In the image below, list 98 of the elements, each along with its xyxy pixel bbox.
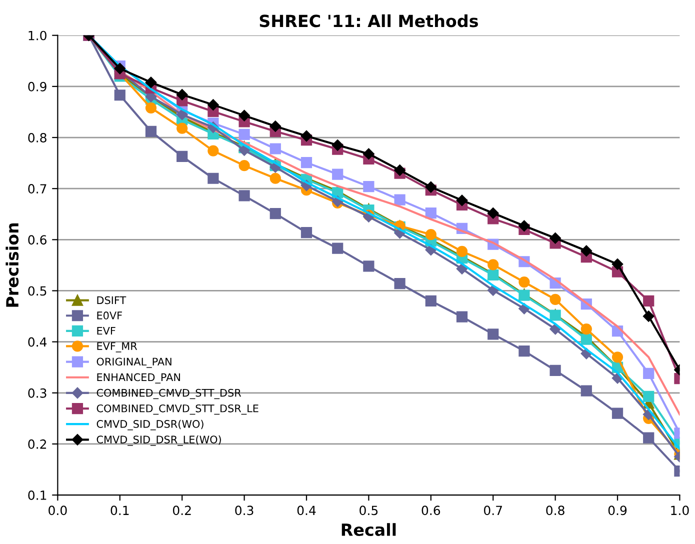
point xyxy=(643,310,654,322)
point xyxy=(456,194,468,206)
legend-label: EVF_MR xyxy=(97,342,138,352)
point xyxy=(208,145,219,156)
point xyxy=(425,295,436,307)
point xyxy=(456,263,468,274)
point xyxy=(300,156,312,168)
point xyxy=(643,390,654,402)
point xyxy=(518,345,530,357)
x-tick-label: 0.5 xyxy=(360,506,378,516)
point xyxy=(488,259,499,270)
point xyxy=(518,276,530,288)
x-tick-label: 0.4 xyxy=(297,506,316,516)
point xyxy=(332,242,344,254)
point xyxy=(425,181,437,193)
point xyxy=(487,284,499,296)
point xyxy=(238,144,250,156)
x-tick-label: 0.6 xyxy=(422,506,440,516)
legend-label: EVF xyxy=(97,326,116,335)
point xyxy=(612,352,624,363)
point xyxy=(550,232,561,244)
y-tick-label: 0.6 xyxy=(28,235,46,245)
y-tick-label: 0.7 xyxy=(28,184,46,194)
point xyxy=(394,164,406,176)
point xyxy=(208,172,219,184)
x-tick-label: 0.9 xyxy=(608,506,627,516)
point xyxy=(270,172,281,184)
point xyxy=(643,295,654,307)
x-tick-label: 0.2 xyxy=(172,506,191,516)
point xyxy=(270,143,281,154)
legend-label: COMBINED_CMVD_STT_DSR_LE xyxy=(96,404,258,415)
point xyxy=(238,160,250,172)
point xyxy=(363,148,374,160)
point xyxy=(550,364,561,376)
point xyxy=(425,208,436,219)
legend-label: ENHANCED_PAN xyxy=(97,373,180,384)
point xyxy=(394,194,406,206)
point xyxy=(643,368,654,380)
point xyxy=(643,432,654,444)
x-tick-label: 0.1 xyxy=(110,506,129,516)
point xyxy=(487,207,499,219)
point xyxy=(456,311,468,322)
point xyxy=(238,128,250,140)
point xyxy=(612,408,624,419)
x-tick-label: 0.8 xyxy=(546,506,564,516)
y-tick-label: 0.9 xyxy=(28,82,46,92)
point xyxy=(394,278,406,290)
y-axis-title: Precision xyxy=(6,223,19,307)
point xyxy=(612,258,624,270)
point xyxy=(332,140,344,151)
y-tick-label: 1.0 xyxy=(28,30,46,40)
point xyxy=(238,190,250,202)
legend-label: DSIFT xyxy=(97,296,126,304)
point xyxy=(363,260,374,272)
point xyxy=(332,168,344,180)
legend-label: E0VF xyxy=(97,312,122,320)
point xyxy=(580,334,592,345)
y-tick-label: 0.5 xyxy=(28,286,46,296)
x-axis-title: Recall xyxy=(342,523,396,536)
point xyxy=(176,122,188,134)
point xyxy=(518,220,530,232)
chart-title: SHREC '11: All Methods xyxy=(260,14,478,28)
legend-label: ORIGINAL_PAN xyxy=(96,358,172,368)
point xyxy=(176,150,188,162)
legend-label: CMVD_SID_DSR(WO) xyxy=(96,420,204,430)
point xyxy=(176,89,188,100)
point xyxy=(363,180,374,192)
point xyxy=(425,229,436,240)
point xyxy=(114,90,126,101)
legend-label: CMVD_SID_DSR_LE(WO) xyxy=(96,435,221,446)
y-tick-label: 0.1 xyxy=(28,490,46,500)
point xyxy=(270,208,281,220)
y-tick-label: 0.2 xyxy=(28,439,46,449)
y-tick-label: 0.8 xyxy=(28,132,46,142)
point xyxy=(550,294,561,305)
point xyxy=(456,246,468,257)
legend-label: COMBINED_CMVD_STT_DSR xyxy=(96,388,242,400)
x-tick-label: 0.7 xyxy=(484,506,502,516)
x-tick-label: 1.0 xyxy=(671,506,689,516)
point xyxy=(488,328,499,340)
point xyxy=(145,102,157,114)
point xyxy=(300,226,312,238)
point xyxy=(208,99,219,110)
point xyxy=(145,76,157,88)
point xyxy=(238,110,250,122)
point xyxy=(580,323,592,335)
point xyxy=(580,385,592,396)
point xyxy=(114,62,126,74)
y-tick-label: 0.3 xyxy=(28,388,46,398)
point xyxy=(145,126,157,137)
point xyxy=(300,130,312,142)
point xyxy=(580,245,592,257)
x-tick-label: 0.0 xyxy=(48,506,67,516)
point xyxy=(550,323,561,335)
x-tick-label: 0.3 xyxy=(235,506,254,516)
y-tick-label: 0.4 xyxy=(28,337,47,347)
point xyxy=(176,108,188,120)
point xyxy=(270,120,281,132)
